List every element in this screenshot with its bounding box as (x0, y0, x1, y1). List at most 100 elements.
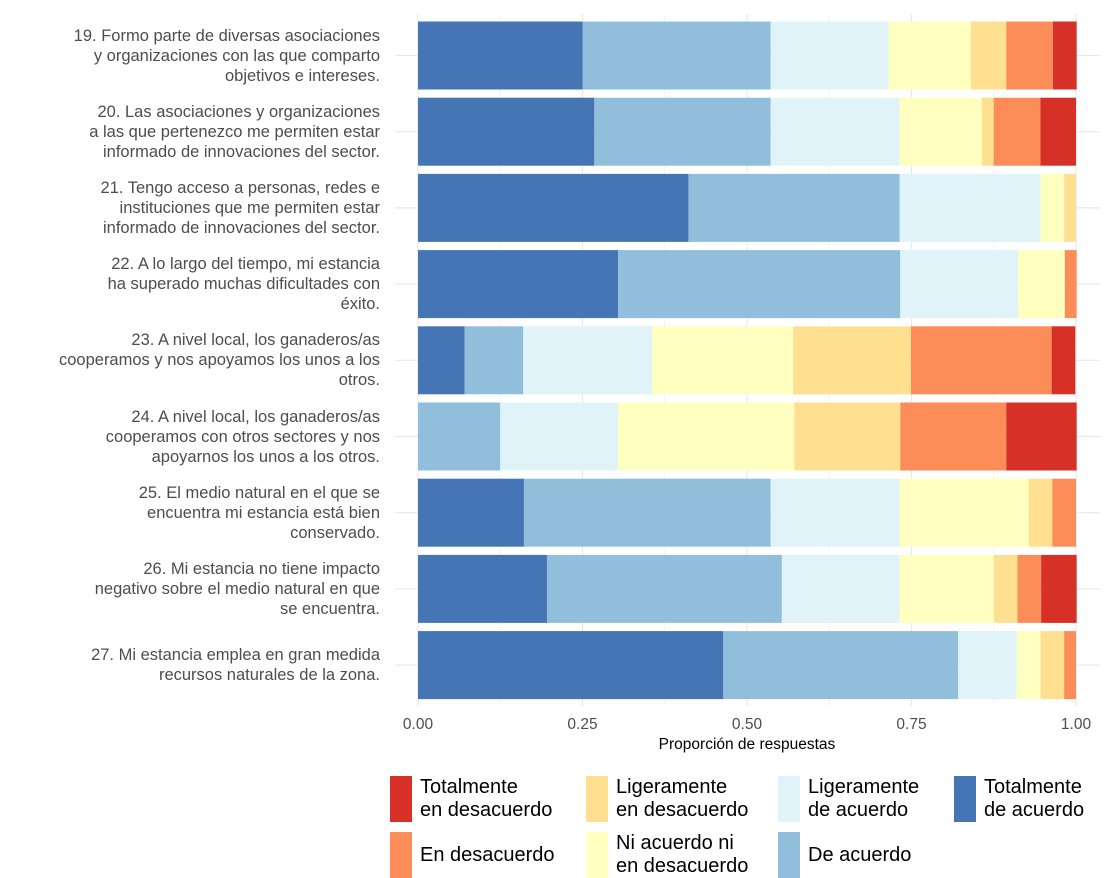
legend-item-ligeramente-acuerdo: Ligeramente de acuerdo (778, 776, 919, 822)
legend-item-en-desacuerdo: En desacuerdo (390, 832, 555, 878)
bar-segment (418, 402, 501, 471)
category-label-line: encuentra mi estancia está bien (147, 503, 380, 522)
bar-segment (418, 478, 524, 547)
bar-segment (1064, 250, 1077, 319)
legend-label: Ni acuerdo ni en desacuerdo (616, 832, 749, 877)
bar-segment (993, 97, 1041, 166)
category-label-line: a las que pertenezco me permiten estar (89, 122, 380, 141)
category-label-line: negativo sobre el medio natural en que (94, 579, 380, 598)
bar-segment (523, 478, 771, 547)
legend-label: Ligeramente de acuerdo (808, 776, 920, 821)
bar-segment (594, 97, 771, 166)
bar-segment (993, 554, 1018, 623)
category-label-line: cooperamos con otros sectores y nos (105, 427, 380, 446)
bar-segment (1018, 250, 1065, 319)
category-label: 27. Mi estancia emplea en gran medida rec… (0, 645, 380, 685)
category-label-line: 22. A lo largo del tiempo, mi estancia (111, 255, 380, 274)
bar-segment (899, 478, 1029, 547)
bar-segment (888, 21, 971, 90)
category-label-line: conservado. (290, 523, 380, 542)
bar-segment (618, 402, 795, 471)
legend-swatch-ni-acuerdo (586, 832, 608, 878)
bar-segment (723, 631, 959, 700)
category-label-line: informado de innovaciones del sector. (102, 218, 380, 237)
legend-item-ligeramente-desacuerdo: Ligeramente en desacuerdo (586, 776, 748, 822)
category-label-line: 19. Formo parte de diversas asociaciones (73, 26, 380, 45)
bar-segment (1064, 631, 1076, 700)
bar-segment (900, 402, 1007, 471)
legend-label: Totalmente de acuerdo (984, 776, 1085, 821)
bar-segment (1006, 21, 1053, 90)
bar-segment (1040, 631, 1065, 700)
bar-segment (1028, 478, 1053, 547)
legend-label: Totalmente en desacuerdo (420, 776, 553, 821)
category-label-line: otros. (338, 371, 380, 390)
x-tick-label: 0.50 (732, 716, 763, 733)
x-axis-title: Proporción de respuestas (658, 736, 836, 753)
bar-segment (418, 554, 547, 623)
category-label-line: recursos naturales de la zona. (158, 666, 380, 685)
legend-swatch-en-desacuerdo (390, 832, 412, 878)
bar-segment (899, 97, 982, 166)
bar-segment (652, 326, 794, 395)
category-label: 26. Mi estancia no tiene impacto negativo… (0, 559, 380, 619)
legend-swatch-ligeramente-desacuerdo (586, 776, 608, 822)
category-label: 24. A nivel local, los ganaderos/as coope… (0, 407, 380, 467)
bar-segment (899, 173, 1041, 242)
category-label-line: 26. Mi estancia no tiene impacto (143, 559, 380, 578)
legend-item-totalmente-desacuerdo: Totalmente en desacuerdo (390, 776, 552, 822)
category-label: 21. Tengo acceso a personas, redes e inst… (0, 178, 380, 238)
bar-segment (981, 97, 994, 166)
legend: Totalmente en desacuerdo En desacuerdo L… (390, 776, 1116, 878)
category-label: 22. A lo largo del tiempo, mi estancia ha… (0, 254, 380, 314)
legend-swatch-totalmente-desacuerdo (390, 776, 412, 822)
bar-segment (618, 250, 901, 319)
bar-segment (418, 631, 724, 700)
bar-segment (418, 97, 595, 166)
category-label: 19. Formo parte de diversas asociaciones… (0, 26, 380, 86)
category-label: 20. Las asociaciones y organizaciones a l… (0, 102, 380, 162)
category-label-line: cooperamos y nos apoyamos los unos a los (58, 351, 380, 370)
category-label-line: 27. Mi estancia emplea en gran medida (91, 646, 380, 665)
legend-label: De acuerdo (808, 843, 912, 866)
bar-segment (1017, 554, 1042, 623)
category-label-line: 20. Las asociaciones y organizaciones (97, 102, 380, 121)
bar-segment (794, 402, 901, 471)
x-tick-label: 0.75 (896, 716, 926, 733)
bar-segment (770, 21, 889, 90)
category-label-line: 23. A nivel local, los ganaderos/as (131, 331, 380, 350)
bar-segment (418, 250, 619, 319)
bar-segment (900, 250, 1019, 319)
bar-segment (1064, 173, 1076, 242)
bar-segment (582, 21, 771, 90)
bar-segment (1016, 631, 1041, 700)
x-tick-label: 0.25 (567, 716, 597, 733)
legend-swatch-de-acuerdo (778, 832, 800, 878)
category-label-line: 25. El medio natural en el que se (138, 483, 380, 502)
category-label-line: se encuentra. (280, 599, 380, 618)
category-label-line: objetivos e intereses. (224, 66, 380, 85)
bar-segment (910, 326, 1052, 395)
legend-item-de-acuerdo: De acuerdo (778, 832, 911, 878)
category-label-line: informado de innovaciones del sector. (102, 142, 380, 161)
x-tick-label: 1.00 (1061, 716, 1092, 733)
legend-swatch-ligeramente-acuerdo (778, 776, 800, 822)
bar-segment (464, 326, 524, 395)
bar-segment (1052, 478, 1076, 547)
category-label-line: éxito. (340, 295, 380, 314)
category-label: 23. A nivel local, los ganaderos/as coope… (0, 330, 380, 390)
category-label-line: instituciones que me permiten estar (119, 198, 380, 217)
bar-segment (546, 554, 782, 623)
legend-item-ni-acuerdo: Ni acuerdo ni en desacuerdo (586, 832, 748, 878)
bar-segment (770, 97, 900, 166)
legend-item-totalmente-acuerdo: Totalmente de acuerdo (954, 776, 1084, 822)
category-label-line: 24. A nivel local, los ganaderos/as (131, 407, 380, 426)
x-tick-label: 0.00 (403, 716, 434, 733)
legend-swatch-totalmente-acuerdo (954, 776, 976, 822)
bar-segment (1040, 173, 1065, 242)
bar-segment (418, 173, 689, 242)
category-label: 25. El medio natural en el que se encuent… (0, 483, 380, 543)
category-label-line: ha superado muchas dificultades con (107, 275, 380, 294)
category-label-line: 21. Tengo acceso a personas, redes e (100, 178, 380, 197)
